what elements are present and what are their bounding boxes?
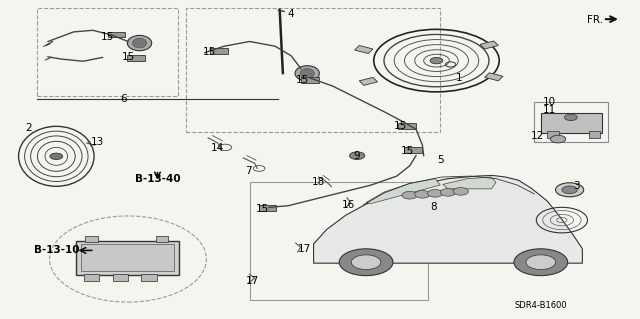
Polygon shape (366, 179, 440, 204)
Circle shape (562, 186, 577, 194)
Bar (589, 131, 600, 138)
Ellipse shape (127, 35, 152, 51)
Text: 11: 11 (543, 105, 556, 115)
Circle shape (440, 189, 456, 196)
Text: 15: 15 (256, 204, 269, 214)
Bar (85, 236, 98, 242)
Text: 9: 9 (354, 151, 360, 161)
Bar (541, 113, 602, 133)
Circle shape (526, 255, 556, 270)
Bar (156, 236, 168, 242)
Bar (355, 46, 373, 54)
Text: 18: 18 (312, 177, 325, 187)
Bar (108, 32, 125, 37)
Bar (301, 77, 319, 83)
Bar (534, 102, 608, 142)
Text: 6: 6 (120, 94, 127, 104)
Text: 15: 15 (296, 75, 308, 85)
Bar (127, 55, 145, 61)
Bar (141, 274, 157, 281)
Bar (76, 241, 179, 275)
Text: 17: 17 (246, 276, 259, 286)
Bar (84, 274, 99, 281)
Text: 17: 17 (298, 244, 310, 255)
Bar (484, 73, 503, 81)
Text: 15: 15 (401, 145, 413, 156)
Circle shape (550, 135, 566, 143)
Bar (359, 77, 378, 85)
Circle shape (430, 57, 443, 64)
Polygon shape (314, 175, 582, 263)
Text: 3: 3 (573, 181, 579, 191)
Ellipse shape (300, 69, 314, 78)
Text: 15: 15 (122, 52, 134, 63)
Bar (250, 182, 428, 300)
Circle shape (564, 114, 577, 121)
Circle shape (339, 249, 393, 276)
Circle shape (453, 188, 468, 195)
Bar (37, 8, 178, 96)
Text: 14: 14 (211, 143, 224, 153)
Text: 4: 4 (288, 9, 294, 19)
Text: SDR4-B1600: SDR4-B1600 (515, 301, 567, 310)
Text: 15: 15 (101, 32, 114, 42)
Circle shape (514, 249, 568, 276)
Bar (186, 8, 440, 132)
Text: 13: 13 (92, 137, 104, 147)
Bar (210, 48, 228, 54)
Circle shape (50, 153, 63, 160)
Circle shape (556, 183, 584, 197)
Circle shape (428, 189, 443, 197)
Bar (81, 244, 174, 271)
Bar (259, 205, 276, 211)
Polygon shape (443, 177, 496, 189)
Circle shape (402, 191, 417, 199)
Ellipse shape (295, 66, 319, 81)
Bar (404, 147, 422, 153)
Text: 15: 15 (204, 47, 216, 57)
Text: FR.: FR. (588, 15, 604, 25)
Text: 8: 8 (431, 202, 437, 212)
Text: 7: 7 (245, 166, 252, 176)
Text: 12: 12 (531, 130, 544, 141)
Bar (480, 41, 499, 49)
Text: 10: 10 (543, 97, 556, 107)
Ellipse shape (132, 38, 147, 48)
Bar (113, 274, 128, 281)
Circle shape (349, 152, 365, 160)
Text: 2: 2 (26, 123, 32, 133)
Text: 1: 1 (456, 73, 463, 83)
Text: 16: 16 (342, 200, 355, 210)
Text: B-13-10: B-13-10 (33, 245, 79, 256)
Text: B-13-40: B-13-40 (134, 174, 180, 184)
Circle shape (351, 255, 381, 270)
Text: 5: 5 (437, 155, 444, 165)
Bar (398, 123, 416, 129)
Text: 15: 15 (394, 121, 406, 131)
Bar (547, 131, 559, 138)
Circle shape (415, 190, 430, 198)
